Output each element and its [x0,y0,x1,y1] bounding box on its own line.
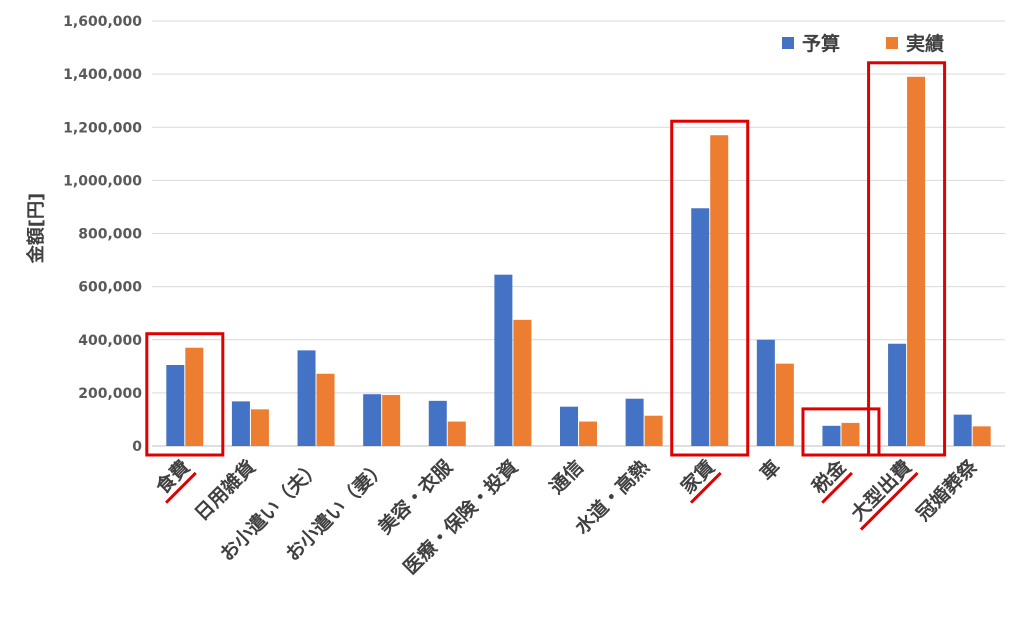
bar-budget [822,425,841,446]
category-label: 日用雑貨 [190,455,260,525]
bars [166,76,991,446]
category-label: 医療・保険・投資 [399,455,523,579]
category-underline [689,471,722,504]
bar-budget [888,343,907,446]
bar-budget [231,401,250,446]
gridlines [152,20,1005,447]
highlight-box [801,407,881,457]
category-label: 食費 [151,455,194,498]
bar-budget [756,339,775,446]
bar-actual [185,347,204,446]
category-label: 車 [755,455,785,485]
bar-actual [382,395,401,446]
bar-budget [166,364,185,446]
bar-actual [972,426,991,446]
y-tick-label: 400,000 [78,333,142,349]
bar-actual [841,422,860,446]
bar-actual [579,421,597,446]
bar-budget [560,406,578,446]
highlight-box [670,119,750,457]
category-label: 冠婚葬祭 [912,455,983,526]
y-tick-label: 800,000 [78,227,142,243]
y-tick-label: 1,400,000 [63,67,142,83]
legend-label: 実績 [906,32,944,55]
category-label: 大型出費 [846,455,916,525]
bar-budget [363,394,382,446]
y-tick-label: 0 [132,439,142,455]
highlight-box [145,332,225,457]
bar-actual [710,135,729,446]
highlight-box [867,61,947,457]
legend-swatch [782,37,794,49]
bar-actual [250,409,269,446]
bar-budget [691,208,710,446]
category-underline [164,471,197,504]
bar-budget [494,274,513,446]
bar-actual [907,76,926,446]
y-tick-label: 1,200,000 [63,120,142,136]
legend-swatch [886,37,898,49]
y-tick-label: 1,600,000 [63,14,142,30]
bar-budget [428,400,447,446]
y-tick-label: 200,000 [78,386,142,402]
category-label: 通信 [545,455,588,498]
category-underline [821,471,853,504]
bar-actual [644,415,663,446]
bar-actual [513,319,532,446]
legend-label: 予算 [802,32,840,55]
y-axis-label: 金額[円] [25,193,47,264]
category-underlines [164,471,919,531]
legend: 予算 実績 [782,32,944,55]
bar-actual [447,421,466,446]
category-label: 税金 [807,455,851,499]
bar-budget [625,398,644,446]
bar-budget [297,350,316,446]
highlight-boxes [145,61,947,457]
category-label: 家賃 [676,455,719,498]
y-tick-label: 600,000 [78,280,142,296]
bar-actual [316,373,335,446]
category-underline [859,471,919,531]
bar-actual [775,363,794,446]
y-axis-ticks: 0 200,000 400,000 600,000 800,000 1,000,000 1,… [63,14,142,455]
bar-budget [953,414,972,446]
y-tick-label: 1,000,000 [63,173,142,189]
